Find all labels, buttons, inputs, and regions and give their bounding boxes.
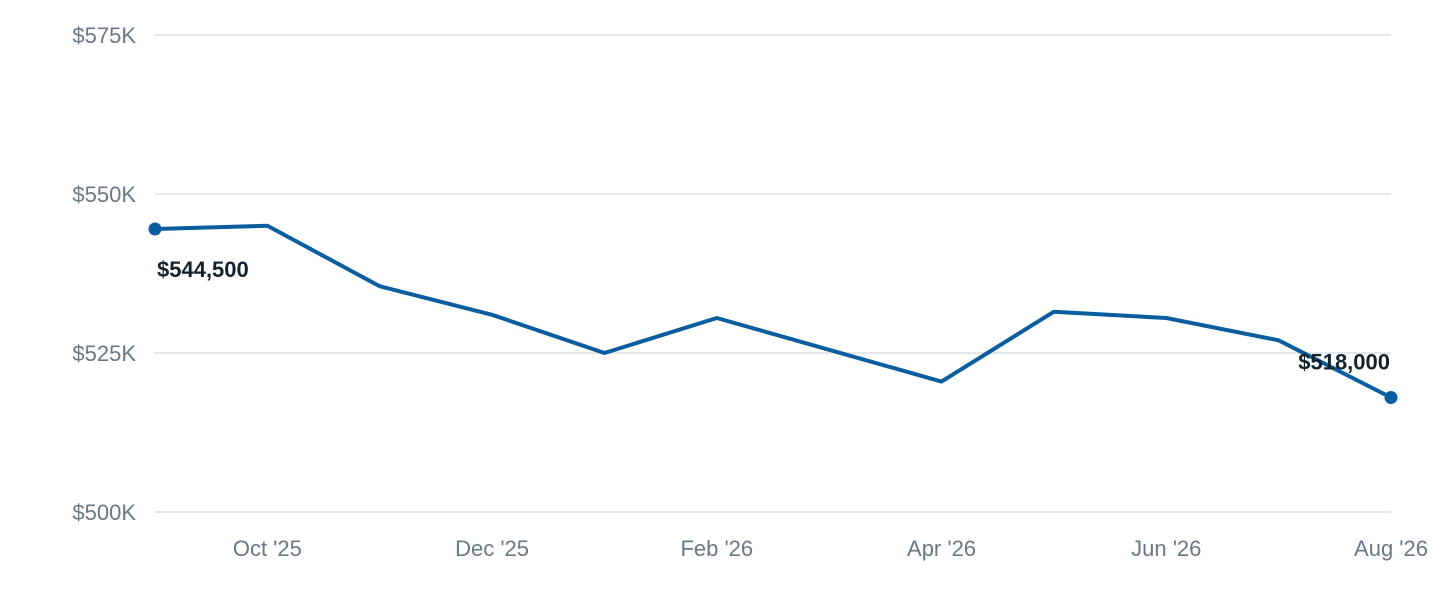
- y-axis-ticks: $500K $525K $550K $575K: [72, 23, 136, 525]
- y-tick-label: $525K: [72, 341, 136, 366]
- data-label: $544,500: [157, 257, 249, 282]
- y-tick-label: $550K: [72, 182, 136, 207]
- data-labels: $544,500 $518,000: [157, 257, 1390, 375]
- x-tick-label: Feb '26: [680, 536, 753, 561]
- x-axis-ticks: Oct '25 Dec '25 Feb '26 Apr '26 Jun '26 Aug '…: [233, 536, 1428, 561]
- y-tick-label: $575K: [72, 23, 136, 48]
- data-label: $518,000: [1298, 350, 1390, 375]
- series-line: [153, 223, 1393, 400]
- point-markers: [148, 222, 1398, 405]
- x-tick-label: Aug '26: [1354, 536, 1428, 561]
- data-point: [148, 222, 162, 236]
- x-tick-label: Apr '26: [907, 536, 976, 561]
- gridlines: [155, 34, 1391, 513]
- x-tick-label: Dec '25: [455, 536, 529, 561]
- data-point: [1384, 391, 1398, 405]
- x-tick-label: Oct '25: [233, 536, 302, 561]
- series-group: [153, 223, 1393, 400]
- y-tick-label: $500K: [72, 500, 136, 525]
- x-tick-label: Jun '26: [1131, 536, 1201, 561]
